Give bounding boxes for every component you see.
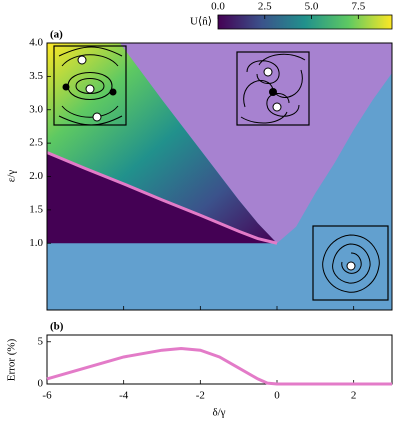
- y-tick-label: 1.0: [29, 237, 43, 249]
- error-line: [46, 347, 392, 386]
- x-tick-label: -6: [42, 390, 52, 402]
- colorbar-tick-label: 2.5: [258, 1, 272, 13]
- colorbar-tick-label: 7.5: [351, 1, 365, 13]
- panel-label: (a): [50, 29, 63, 41]
- colorbar-tick-label: 5.0: [305, 1, 319, 13]
- y-tick-label: 0: [38, 378, 44, 390]
- x-tick-label: -4: [119, 390, 129, 402]
- y-axis-label: Error (%): [6, 338, 18, 381]
- low-region: [47, 152, 277, 244]
- y-tick-label: 4.0: [29, 37, 43, 49]
- colorbar-label: U⟨n̂⟩: [190, 16, 212, 28]
- x-axis-label: δ/γ: [212, 407, 225, 419]
- axes-frame: [46, 334, 393, 385]
- panel-label: (b): [50, 321, 64, 333]
- energy-region: [47, 43, 277, 244]
- y-tick-label: 3.0: [29, 103, 43, 115]
- x-tick-label: 0: [274, 390, 280, 402]
- colorbar: [217, 14, 393, 30]
- x-tick-label: -2: [196, 390, 205, 402]
- y-axis-label: ε/γ: [6, 170, 18, 183]
- y-tick-label: 2.5: [29, 137, 43, 149]
- inset-icons: [53, 45, 389, 301]
- y-tick-label: 3.5: [29, 70, 43, 82]
- y-tick-label: 1.5: [29, 203, 43, 215]
- phase-region: [119, 43, 392, 244]
- y-tick-label: 2.0: [29, 170, 43, 182]
- y-tick-label: 5: [38, 335, 44, 347]
- colorbar-tick-label: 0.0: [211, 1, 225, 13]
- boundary-line: [47, 151, 278, 245]
- x-tick-label: 2: [351, 390, 357, 402]
